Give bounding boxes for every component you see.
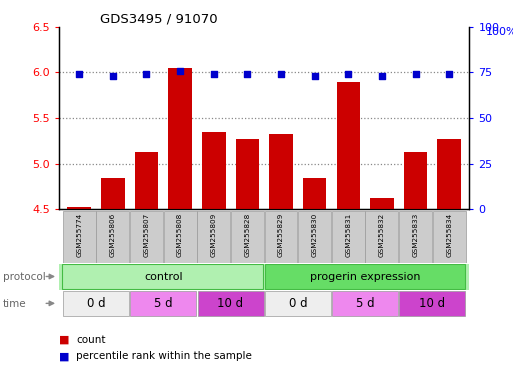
Text: control: control	[144, 272, 183, 282]
Bar	[265, 211, 298, 263]
Text: GSM255774: GSM255774	[76, 213, 82, 257]
Bar	[198, 211, 230, 263]
Text: GSM255832: GSM255832	[379, 213, 385, 257]
Bar	[231, 211, 264, 263]
Bar	[332, 211, 365, 263]
Bar	[202, 132, 226, 209]
Bar	[198, 291, 264, 316]
Bar	[235, 139, 259, 209]
Text: time: time	[3, 299, 26, 309]
Bar	[438, 139, 461, 209]
Point	[277, 71, 285, 78]
Point	[411, 71, 420, 78]
Bar	[63, 291, 129, 316]
Text: GSM255828: GSM255828	[244, 213, 250, 257]
Text: count: count	[76, 335, 106, 345]
Text: 10 d: 10 d	[419, 297, 445, 310]
Text: 0 d: 0 d	[87, 297, 105, 310]
Bar	[63, 211, 95, 263]
Bar	[265, 291, 331, 316]
Text: GSM255834: GSM255834	[446, 213, 452, 257]
Text: GSM255830: GSM255830	[312, 213, 318, 257]
Text: GSM255806: GSM255806	[110, 213, 116, 257]
Point	[75, 71, 83, 78]
Bar	[96, 211, 129, 263]
Text: GSM255808: GSM255808	[177, 213, 183, 257]
Bar	[168, 68, 192, 209]
Text: GSM255807: GSM255807	[144, 213, 149, 257]
Bar	[400, 291, 465, 316]
Bar	[298, 211, 331, 263]
Bar	[370, 199, 393, 209]
Bar	[67, 207, 91, 209]
Point	[109, 73, 117, 79]
Bar	[164, 211, 196, 263]
Text: ■: ■	[59, 351, 69, 361]
Bar	[337, 81, 360, 209]
Bar	[265, 264, 465, 290]
Text: GSM255831: GSM255831	[345, 213, 351, 257]
Text: GDS3495 / 91070: GDS3495 / 91070	[100, 13, 218, 26]
Bar	[399, 211, 432, 263]
Text: progerin expression: progerin expression	[310, 272, 420, 282]
Text: 5 d: 5 d	[154, 297, 172, 310]
Point	[142, 71, 150, 78]
Text: percentile rank within the sample: percentile rank within the sample	[76, 351, 252, 361]
Text: 100%: 100%	[486, 27, 513, 37]
Point	[210, 71, 218, 78]
Bar	[365, 211, 399, 263]
Bar	[269, 134, 293, 209]
Bar	[332, 291, 398, 316]
Bar	[303, 178, 326, 209]
Bar	[130, 211, 163, 263]
Point	[176, 68, 184, 74]
Text: GSM255809: GSM255809	[211, 213, 216, 257]
Bar	[433, 211, 466, 263]
Bar	[101, 178, 125, 209]
Text: GSM255829: GSM255829	[278, 213, 284, 257]
Bar	[135, 152, 158, 209]
Point	[310, 73, 319, 79]
Bar	[404, 152, 427, 209]
Point	[243, 71, 251, 78]
Point	[344, 71, 352, 78]
Text: protocol: protocol	[3, 272, 45, 282]
Text: 5 d: 5 d	[356, 297, 374, 310]
Text: ■: ■	[59, 335, 69, 345]
Point	[445, 71, 453, 78]
Text: GSM255833: GSM255833	[412, 213, 419, 257]
Text: 0 d: 0 d	[288, 297, 307, 310]
Bar	[63, 264, 263, 290]
Point	[378, 73, 386, 79]
Text: 10 d: 10 d	[218, 297, 244, 310]
Bar	[130, 291, 196, 316]
